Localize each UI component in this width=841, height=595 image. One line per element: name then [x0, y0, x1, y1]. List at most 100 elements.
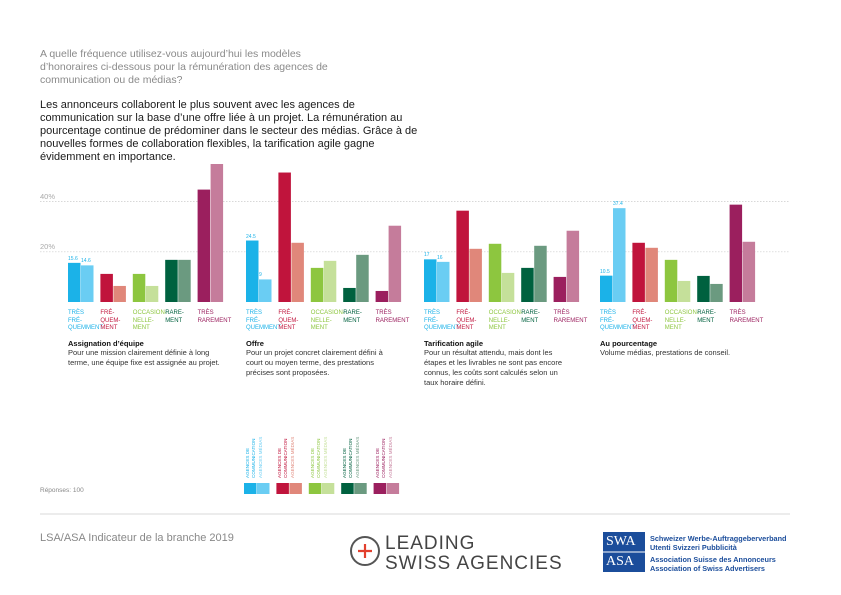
x-tick-label: RARE- MENT	[343, 310, 362, 324]
bar	[677, 280, 691, 302]
bar	[165, 259, 178, 302]
legend-swatch	[244, 483, 257, 494]
bar	[456, 210, 469, 302]
value-label: 17	[424, 252, 430, 259]
bar	[632, 242, 645, 302]
bar	[113, 285, 126, 302]
bar	[488, 243, 502, 302]
chart-title: Au pourcentage	[600, 339, 658, 348]
legend-label: AGENCES DE COMMUNICATION	[309, 438, 321, 478]
bar	[613, 208, 626, 302]
swa-mark: SWA	[606, 534, 636, 549]
bar	[469, 248, 482, 302]
x-tick-label: OCCASION- NELLE- MENT	[310, 310, 345, 331]
bar	[323, 260, 337, 302]
x-tick-label: RARE- MENT	[165, 310, 184, 324]
legend-label: AGENCES DE COMMUNICATION	[342, 438, 353, 478]
x-tick-label: TRÈS RAREMENT	[375, 310, 410, 324]
value-label: 14.6	[81, 258, 91, 265]
x-tick-label: FRÉ- QUEM- MENT	[278, 310, 299, 331]
legend-swatch	[308, 483, 322, 494]
bar	[534, 245, 547, 302]
chart-title: Assignation d’équipe	[68, 339, 144, 348]
x-tick-label: FRÉ- QUEM- MENT	[632, 310, 653, 331]
bar	[697, 275, 710, 302]
value-label: 9	[259, 272, 262, 279]
value-label: 16	[437, 254, 443, 261]
bar	[645, 247, 658, 302]
x-tick-label: TRÈS RAREMENT	[197, 310, 232, 324]
swa-line: Association Suisse des Annonceurs	[650, 555, 776, 564]
bar	[178, 259, 191, 302]
legend-label: AGENCES MÉDIAS	[290, 436, 296, 478]
legend-swatch	[276, 483, 289, 494]
x-tick-label: FRÉ- QUEM- MENT	[456, 310, 477, 331]
question: A quelle fréquence utilisez-vous aujourd…	[40, 48, 328, 86]
legend-swatch	[257, 483, 270, 494]
x-tick-label: TRÈS RAREMENT	[553, 310, 588, 324]
bar	[437, 261, 450, 302]
logo-plus	[358, 544, 372, 558]
value-label: 37.4	[613, 201, 623, 208]
bar	[742, 241, 756, 302]
bar	[132, 273, 146, 302]
bar	[246, 240, 259, 302]
bar	[388, 225, 402, 302]
y-tick-label: 20%	[40, 241, 56, 251]
bar	[566, 230, 580, 302]
bar	[259, 279, 272, 302]
chart-title: Offre	[246, 339, 264, 348]
bar	[278, 172, 291, 302]
value-label: 10.5	[600, 268, 610, 275]
bar	[81, 265, 94, 302]
swa-line: Schweizer Werbe-Auftraggeberverband	[650, 534, 787, 543]
bar	[100, 273, 113, 302]
swa-line: Utenti Svizzeri Pubblicità	[650, 543, 737, 552]
bar	[710, 283, 723, 302]
x-tick-label: FRÉ- QUEM- MENT	[100, 310, 121, 331]
legend-swatch	[341, 483, 354, 494]
x-tick-label: OCCASION- NELLE- MENT	[132, 310, 167, 331]
legend-label: AGENCES DE COMMUNICATION	[245, 438, 256, 478]
x-tick-label: OCCASION- NELLE- MENT	[664, 310, 699, 331]
responses: Réponses: 100	[40, 487, 84, 494]
bar	[197, 189, 211, 302]
bar	[145, 285, 159, 302]
bar	[664, 259, 678, 302]
legend-swatch	[373, 483, 387, 494]
x-tick-label: OCCASION- NELLE- MENT	[488, 310, 523, 331]
bar	[553, 276, 567, 302]
legend-label: AGENCES DE COMMUNICATION	[374, 438, 386, 478]
legend-swatch	[321, 483, 335, 494]
bar	[68, 262, 81, 302]
bar	[521, 267, 534, 302]
logo-circle	[350, 536, 380, 566]
legend-label: AGENCES MÉDIAS	[355, 436, 361, 478]
bar	[356, 254, 369, 302]
chart-title: Tarification agile	[424, 339, 484, 348]
chart-description: Volume médias, prestations de conseil.	[600, 348, 731, 357]
legend-label: AGENCES DE COMMUNICATION	[277, 438, 288, 478]
value-label: 15.6	[68, 255, 78, 262]
logo-line: SWISS AGENCIES	[385, 553, 563, 574]
legend-swatch	[386, 483, 400, 494]
legend-label: AGENCES MÉDIAS	[387, 436, 393, 478]
bar	[291, 242, 304, 302]
bar	[501, 272, 515, 302]
lead-text: Les annonceurs collaborent le plus souve…	[40, 99, 418, 163]
bar	[729, 204, 743, 302]
legend-label: AGENCES MÉDIAS	[258, 436, 263, 478]
bar	[310, 267, 324, 302]
legend-swatch	[289, 483, 302, 494]
logo-line: LEADING	[385, 533, 476, 554]
chart-description: Pour un projet concret clairement défini…	[246, 348, 383, 377]
x-tick-label: TRÈS RAREMENT	[729, 310, 764, 324]
swa-mark: ASA	[606, 554, 635, 569]
swa-line: Association of Swiss Advertisers	[650, 564, 765, 573]
legend-label: AGENCES MÉDIAS	[322, 436, 328, 478]
x-tick-label: TRÈS FRÉ- QUEMMENT	[600, 310, 635, 331]
x-tick-label: TRÈS FRÉ- QUEMMENT	[424, 310, 459, 331]
bar	[210, 164, 224, 302]
